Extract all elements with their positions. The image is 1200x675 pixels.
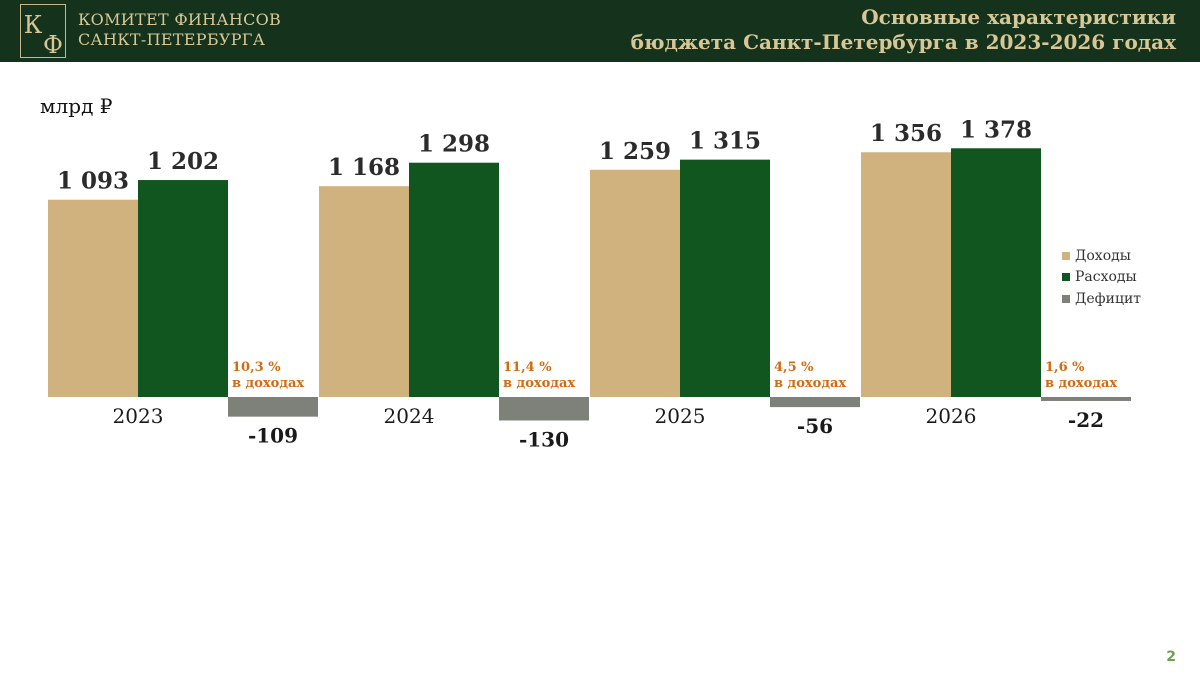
bar-expense-2023	[138, 180, 228, 397]
bar-income-2025	[590, 169, 680, 397]
bar-deficit-2023	[228, 397, 318, 417]
slide-title: Основные характеристики бюджета Санкт-Пе…	[631, 5, 1176, 55]
logo-emblem-icon: К Ф	[24, 11, 63, 59]
category-label-2026: 2026	[926, 404, 977, 428]
slide-title-line-1: Основные характеристики	[861, 5, 1176, 29]
data-label-income-2024: 1 168	[328, 154, 400, 181]
legend-item-income: Доходы	[1062, 245, 1141, 267]
legend-item-expense: Расходы	[1062, 267, 1141, 289]
data-label-deficit-2026: -22	[1068, 408, 1104, 432]
org-line-2: САНКТ-ПЕТЕРБУРГА	[78, 30, 266, 49]
category-label-2023: 2023	[113, 404, 164, 428]
category-label-2024: 2024	[384, 404, 435, 428]
bar-expense-2025	[680, 159, 770, 397]
bar-deficit-2024	[499, 397, 589, 421]
deficit-share-text-2026: в доходах	[1045, 376, 1117, 391]
legend-swatch-deficit	[1062, 294, 1070, 303]
page-number: 2	[1166, 649, 1176, 665]
data-label-expense-2024: 1 298	[418, 131, 490, 158]
logo: К Ф	[20, 4, 66, 59]
logo-letter-k: К	[24, 11, 43, 39]
data-label-deficit-2023: -109	[248, 424, 298, 448]
bar-income-2023	[48, 199, 138, 397]
legend-label-expense: Расходы	[1075, 269, 1137, 286]
data-label-expense-2026: 1 378	[960, 116, 1032, 143]
data-label-deficit-2024: -130	[519, 427, 569, 451]
unit-label: млрд ₽	[40, 94, 113, 118]
data-label-expense-2025: 1 315	[689, 128, 761, 155]
deficit-share-pct-2025: 4,5 %	[774, 360, 814, 375]
data-label-income-2023: 1 093	[57, 168, 129, 195]
deficit-share-text-2023: в доходах	[232, 376, 304, 391]
legend-label-income: Доходы	[1075, 247, 1131, 264]
legend-swatch-expense	[1062, 273, 1070, 282]
bar-expense-2026	[951, 148, 1041, 397]
slide-title-line-2: бюджета Санкт-Петербурга в 2023-2026 год…	[630, 30, 1176, 54]
deficit-share-pct-2024: 11,4 %	[503, 360, 552, 375]
bar-deficit-2025	[770, 397, 860, 408]
bar-income-2024	[319, 186, 409, 397]
legend-item-deficit: Дефицит	[1062, 288, 1141, 310]
bar-income-2026	[861, 152, 951, 397]
deficit-share-pct-2026: 1,6 %	[1045, 360, 1085, 375]
org-name: КОМИТЕТ ФИНАНСОВ САНКТ-ПЕТЕРБУРГА	[78, 10, 281, 50]
org-line-1: КОМИТЕТ ФИНАНСОВ	[78, 10, 282, 29]
header-bar: К Ф КОМИТЕТ ФИНАНСОВ САНКТ-ПЕТЕРБУРГА Ос…	[0, 0, 1200, 62]
bar-expense-2024	[409, 162, 499, 397]
bar-deficit-2026	[1041, 397, 1131, 401]
data-label-deficit-2025: -56	[797, 414, 833, 438]
category-label-2025: 2025	[655, 404, 706, 428]
chart-legend: Доходы Расходы Дефицит	[1062, 245, 1141, 310]
legend-label-deficit: Дефицит	[1075, 290, 1142, 307]
data-label-income-2026: 1 356	[870, 120, 942, 147]
data-label-expense-2023: 1 202	[147, 148, 219, 175]
deficit-share-text-2024: в доходах	[503, 376, 575, 391]
logo-letter-f: Ф	[43, 31, 63, 59]
data-label-income-2025: 1 259	[599, 138, 671, 165]
legend-swatch-income	[1062, 251, 1070, 260]
deficit-share-pct-2023: 10,3 %	[232, 360, 281, 375]
deficit-share-text-2025: в доходах	[774, 376, 846, 391]
